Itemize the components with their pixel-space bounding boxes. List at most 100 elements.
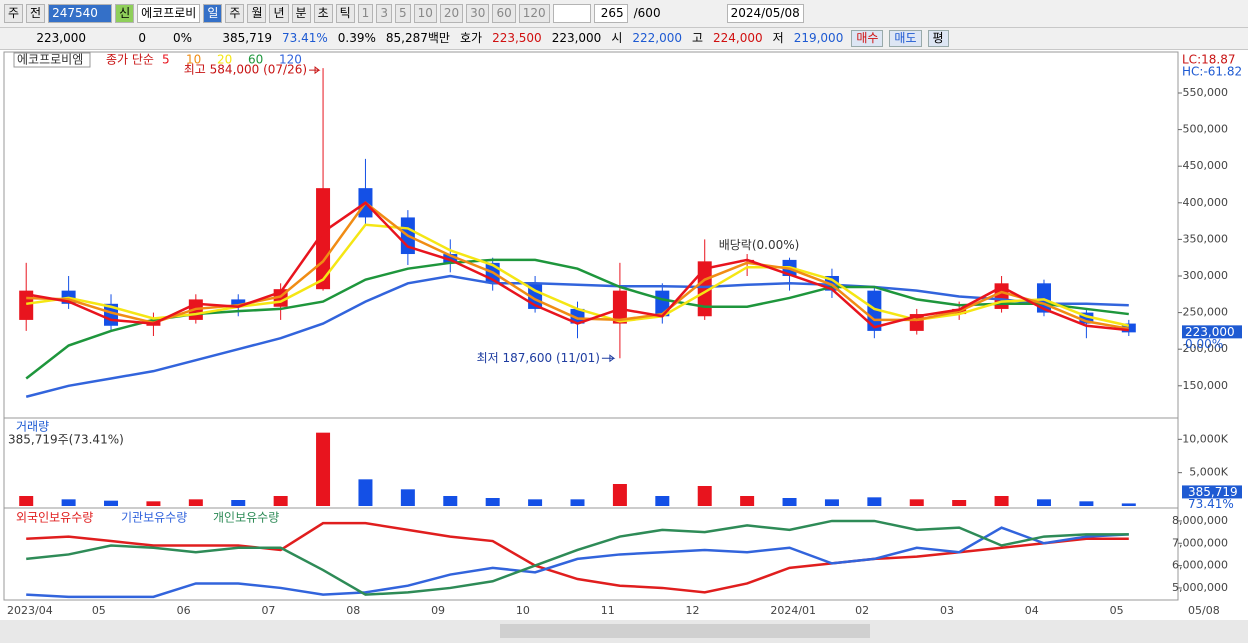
period-button[interactable]: 틱: [335, 4, 355, 23]
count-total: /600: [633, 6, 661, 20]
legend-item: 20: [217, 53, 232, 67]
moving-average: [25, 201, 1129, 332]
period-button[interactable]: 년: [269, 4, 289, 23]
interval-button[interactable]: 10: [413, 4, 437, 23]
volume-bar: [61, 499, 76, 506]
label: 고: [691, 31, 704, 45]
quote-bar: 223,000 0 0% 385,719 73.41% 0.39% 85,287…: [0, 28, 1248, 50]
x-tick-label: 02: [855, 604, 869, 617]
volume-bar: [740, 496, 755, 506]
y-tick-label: 8,000,000: [1172, 514, 1228, 527]
volume-bar: [358, 479, 373, 506]
y-tick-label: 350,000: [1183, 232, 1229, 245]
y-tick-label: 550,000: [1183, 86, 1229, 99]
interval-button[interactable]: 5: [394, 4, 411, 23]
legend-item: 5: [162, 53, 170, 67]
volume-bar: [1036, 499, 1051, 506]
period-button[interactable]: 분: [291, 4, 311, 23]
moving-average: [26, 223, 1130, 327]
chart: 150,000 200,000 250,000 300,000 350,000 400,0…: [0, 50, 1248, 643]
toolbar-button[interactable]: 신: [115, 4, 135, 23]
y-tick-label: 5,000,000: [1172, 581, 1228, 594]
volume-bar: [952, 500, 967, 506]
volume-bar: [400, 489, 415, 506]
scroll-thumb[interactable]: [500, 624, 870, 638]
volume-bar: [104, 500, 119, 506]
volume-bar: [1121, 503, 1136, 506]
legend-box: [13, 52, 91, 68]
label: 시: [611, 31, 623, 45]
candle-body: [612, 290, 627, 324]
dropdown[interactable]: [552, 4, 591, 23]
toolbar: 주 전 247540 신 에코프로비 일 주 월 년 분 초 틱 1 3 5 1…: [0, 0, 1248, 28]
x-tick-label: 08: [346, 604, 360, 617]
x-tick-label: 06: [177, 604, 191, 617]
period-button[interactable]: 주: [225, 4, 245, 23]
annotation-arrow: [601, 354, 616, 363]
legend-item: 기관보유수량: [121, 511, 187, 525]
label: 저: [772, 31, 784, 45]
interval-button[interactable]: 3: [376, 4, 392, 23]
interval-button[interactable]: 60: [492, 4, 516, 23]
interval-button[interactable]: 30: [466, 4, 490, 23]
annotation-arrow: [309, 66, 321, 75]
amount: 85,287백만: [385, 31, 450, 45]
period-button[interactable]: 월: [247, 4, 267, 23]
ask: 223,500: [492, 31, 542, 45]
period-button[interactable]: 일: [203, 4, 223, 23]
candle-body: [443, 254, 458, 263]
x-tick-label: 11: [601, 604, 615, 617]
volume-bar: [146, 501, 161, 506]
holdings-line: [26, 526, 1129, 599]
last-volume: 385,719: [1188, 485, 1238, 499]
volume-bar: [1079, 501, 1094, 506]
volume-bar: [188, 499, 203, 506]
x-tick-label: 04: [1025, 604, 1039, 617]
avg-button[interactable]: 평: [927, 30, 949, 47]
holdings-line: [26, 521, 1129, 594]
y-tick-label: 300,000: [1183, 269, 1229, 282]
change-rate: 0%: [172, 31, 192, 45]
buy-button[interactable]: 매수: [851, 30, 884, 47]
count-input[interactable]: 265: [593, 4, 628, 23]
volume-bar: [824, 499, 839, 506]
annotation: 배당락(0.00%): [719, 238, 800, 252]
panel-title: 거래량: [16, 420, 49, 434]
code-input[interactable]: 247540: [48, 4, 113, 23]
annotation: 최저 187,600 (11/01): [477, 351, 600, 365]
change: 0: [138, 31, 146, 45]
sell-button[interactable]: 매도: [889, 30, 922, 47]
x-tick-label: 03: [940, 604, 954, 617]
candle-body: [231, 299, 246, 307]
label: 호가: [459, 31, 483, 45]
toolbar-button[interactable]: 전: [26, 4, 46, 23]
interval-button[interactable]: 1: [357, 4, 374, 23]
y-tick-label: 500,000: [1183, 123, 1229, 136]
volume-bar: [697, 486, 712, 506]
interval-button[interactable]: 120: [518, 4, 550, 23]
last-volume-tag: [1182, 485, 1242, 499]
bid: 223,000: [551, 31, 602, 45]
annotation: 최고 584,000 (07/26): [184, 63, 307, 77]
y-tick-label: 150,000: [1183, 379, 1229, 392]
volume: 385,719: [222, 31, 272, 45]
period-button[interactable]: 초: [313, 4, 333, 23]
x-tick-label: 07: [261, 604, 275, 617]
high: 224,000: [713, 31, 763, 45]
holdings-panel: [3, 507, 1179, 601]
volume-bar: [231, 500, 246, 506]
x-tick-label: 05: [1110, 604, 1124, 617]
toolbar-button[interactable]: 주: [4, 4, 24, 23]
candle-body: [697, 261, 712, 317]
volume-bar: [867, 497, 882, 506]
legend-item: 외국인보유수량: [16, 511, 93, 525]
volume-bar: [612, 484, 627, 506]
date-input[interactable]: 2024/05/08: [726, 4, 804, 23]
interval-button[interactable]: 20: [439, 4, 464, 23]
y-tick-label: 400,000: [1183, 196, 1229, 209]
legend-item: 60: [248, 53, 263, 67]
stock-name[interactable]: 에코프로비: [137, 4, 201, 23]
last-change: 0.00%: [1185, 337, 1223, 351]
turnover: 0.39%: [337, 31, 376, 45]
